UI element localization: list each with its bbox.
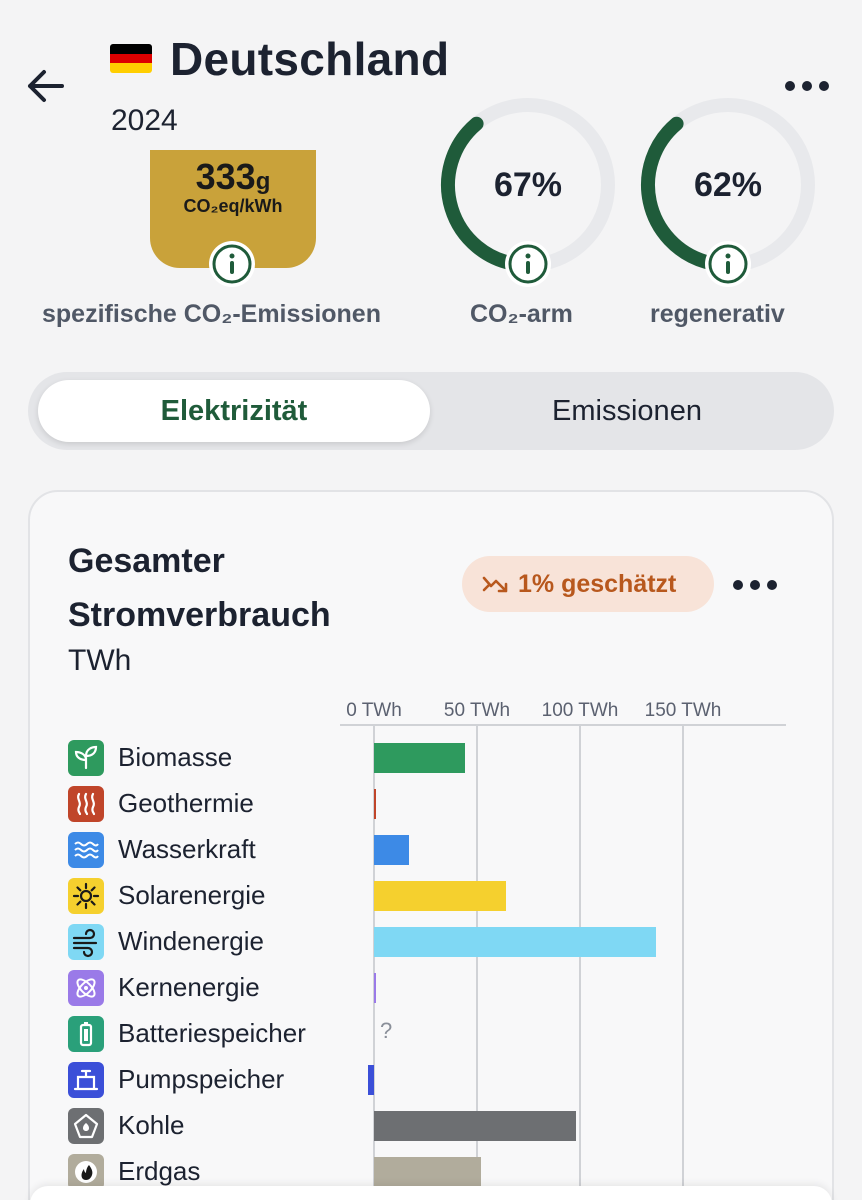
category-label: Batteriespeicher [118,1018,306,1048]
tab-emissionen[interactable]: Emissionen [552,394,702,427]
category-label: Erdgas [118,1156,201,1186]
tab-elektrizitaet[interactable]: Elektrizität [38,380,430,442]
tab-switcher: Elektrizität Emissionen [28,372,834,450]
sun-icon [68,878,104,914]
bar-biomasse [374,743,465,773]
page-title: Deutschland [170,33,450,85]
bar-erdgas [374,1157,482,1187]
low-carbon-info-icon[interactable] [505,241,551,287]
wind-icon [68,924,104,960]
renewable-info-icon[interactable] [705,241,751,287]
water-icon [68,832,104,868]
estimated-badge[interactable]: 1% geschätzt [462,556,714,612]
card-more-options-icon[interactable] [732,577,778,593]
bar-kernenergie [374,973,376,1003]
co2-unit: CO₂eq/kWh [183,196,283,216]
chart-row[interactable]: Wasserkraft [68,832,798,868]
bar-geothermie [374,789,376,819]
chart-row[interactable]: Kohle [68,1108,798,1144]
estimated-badge-label: 1% geschätzt [518,569,677,598]
co2-label: spezifische CO₂-Emissionen [42,300,381,328]
pump-storage-icon [68,1062,104,1098]
chart-row[interactable]: Kernenergie [68,970,798,1006]
co2-value-unit: g [255,168,271,195]
trend-estimate-icon [482,576,508,593]
chart-row[interactable]: Solarenergie [68,878,798,914]
battery-icon [68,1016,104,1052]
category-label: Geothermie [118,788,254,818]
bar-pumpspeicher [367,1065,374,1095]
missing-value-marker: ? [380,1018,393,1043]
chart-row[interactable]: Biomasse [68,740,798,776]
category-label: Kernenergie [118,972,260,1002]
category-label: Biomasse [118,742,233,772]
card-unit: TWh [68,644,132,677]
atom-icon [68,970,104,1006]
co2-value: 333 [195,156,256,197]
chart-row[interactable]: Erdgas [68,1154,798,1190]
more-options-icon[interactable] [784,78,830,94]
coal-icon [68,1108,104,1144]
germany-flag-icon [110,44,152,73]
renewable-label: regenerativ [650,300,785,328]
axis-tick-label: 0 TWh [346,700,402,721]
axis-line [340,724,786,726]
category-label: Windenergie [118,926,264,956]
category-label: Solarenergie [118,880,266,910]
low-carbon-label: CO₂-arm [470,300,573,328]
axis-tick-label: 100 TWh [541,700,619,721]
chart-row[interactable]: Pumpspeicher [68,1062,798,1098]
gas-flame-icon [68,1154,104,1190]
axis-tick-label: 150 TWh [644,700,722,721]
axis-tick-label: 50 TWh [443,700,511,721]
low-carbon-value: 67% [493,166,563,204]
gridline [682,726,684,1196]
chart-row[interactable]: Windenergie [68,924,798,960]
bar-kohle [374,1111,576,1141]
leaf-icon [68,740,104,776]
category-label: Kohle [118,1110,185,1140]
bar-wasserkraft [374,835,410,865]
year-label: 2024 [111,104,178,137]
category-label: Wasserkraft [118,834,256,864]
gridline [579,726,581,1196]
back-arrow-icon[interactable] [24,64,68,108]
bar-windenergie [374,927,657,957]
gridline [476,726,478,1196]
geothermal-icon [68,786,104,822]
card-title: Gesamter Stromverbrauch [68,542,331,634]
top-bar: Deutschland 2024 [0,0,862,150]
bar-solarenergie [374,881,506,911]
co2-intensity-badge: 333g CO₂eq/kWh [150,150,316,268]
gridline [373,726,375,1196]
bottom-sheet-edge [30,1186,832,1200]
renewable-value: 62% [693,166,763,204]
chart-row[interactable]: Batteriespeicher? [68,1016,798,1052]
kpi-row: 333g CO₂eq/kWh spezifische CO₂-Emissione… [0,98,862,350]
consumption-card: Gesamter Stromverbrauch TWh 1% geschätzt… [28,490,834,1200]
chart-row[interactable]: Geothermie [68,786,798,822]
category-label: Pumpspeicher [118,1064,285,1094]
co2-info-icon[interactable] [209,241,255,287]
